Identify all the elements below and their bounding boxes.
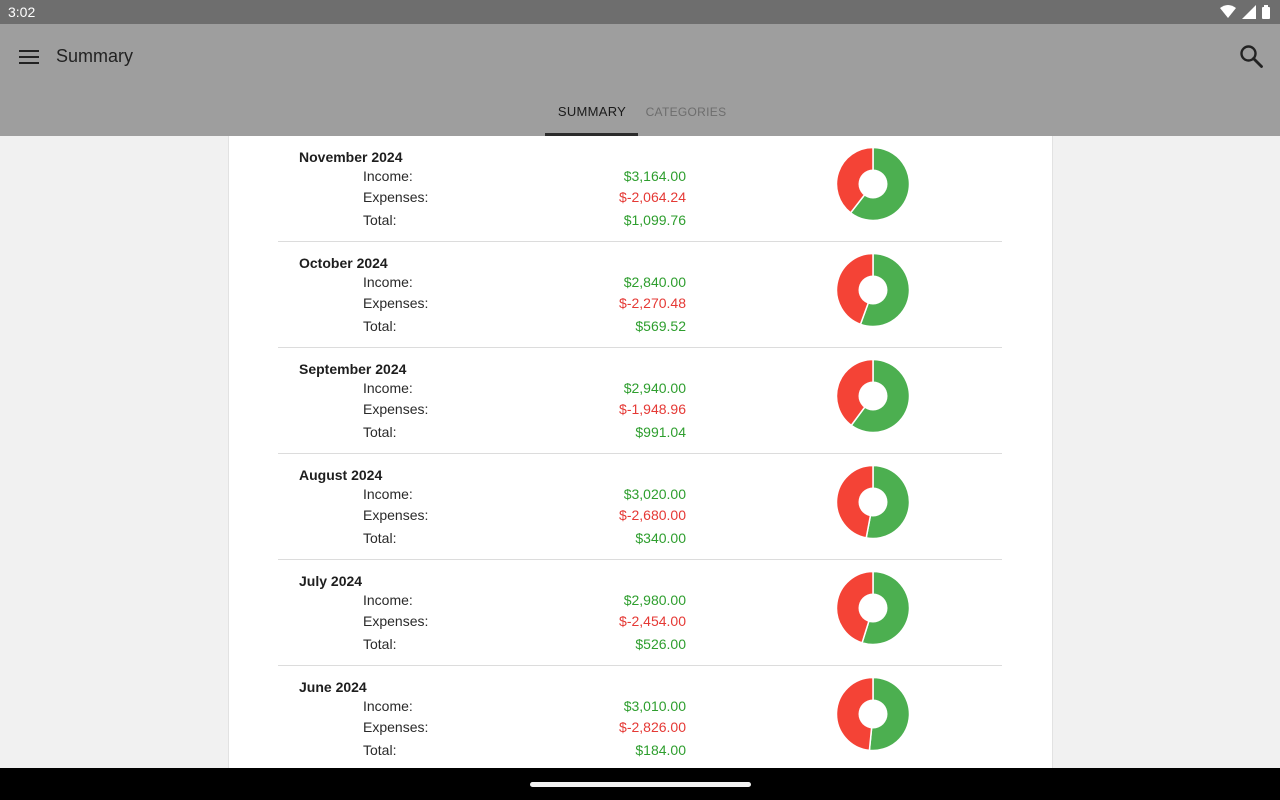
total-value: $569.52 (635, 318, 686, 334)
month-row-october-2024[interactable]: October 2024 Income: $2,840.00 Expenses:… (278, 242, 1002, 348)
home-handle[interactable] (530, 782, 751, 787)
tab-categories[interactable]: CATEGORIES (645, 105, 727, 119)
total-value: $184.00 (635, 742, 686, 758)
expenses-slice (836, 253, 874, 326)
navigation-bar (0, 768, 1280, 800)
status-icons (1220, 5, 1270, 19)
expenses-label: Expenses: (363, 719, 429, 735)
month-title: November 2024 (299, 149, 403, 165)
month-row-june-2024[interactable]: June 2024 Income: $3,010.00 Expenses: $-… (278, 666, 1002, 768)
income-value: $3,020.00 (623, 486, 686, 502)
app-bar: Summary SUMMARY CATEGORIES (0, 24, 1280, 136)
income-expense-donut-chart (836, 359, 910, 433)
expenses-value: $-2,454.00 (619, 613, 686, 629)
total-value: $1,099.76 (623, 212, 686, 228)
expenses-slice (836, 677, 874, 751)
income-label: Income: (363, 274, 413, 290)
expenses-slice (836, 571, 874, 644)
expenses-value: $-2,826.00 (619, 719, 686, 735)
status-bar: 3:02 (0, 0, 1280, 24)
month-title: July 2024 (299, 573, 363, 589)
income-expense-donut-chart (836, 147, 910, 221)
expenses-label: Expenses: (363, 613, 429, 629)
income-label: Income: (363, 168, 413, 184)
month-title: June 2024 (299, 679, 367, 695)
total-value: $526.00 (635, 636, 686, 652)
signal-icon (1242, 5, 1256, 19)
month-title: September 2024 (299, 361, 407, 377)
income-label: Income: (363, 486, 413, 502)
month-row-november-2024[interactable]: November 2024 Income: $3,164.00 Expenses… (278, 136, 1002, 242)
income-label: Income: (363, 592, 413, 608)
income-value: $3,164.00 (623, 168, 686, 184)
total-label: Total: (363, 318, 397, 334)
expenses-slice (836, 359, 874, 427)
donut-hole (858, 593, 888, 623)
expenses-label: Expenses: (363, 189, 429, 205)
total-label: Total: (363, 636, 397, 652)
page-title: Summary (56, 46, 134, 66)
income-value: $2,840.00 (623, 274, 686, 290)
total-value: $991.04 (635, 424, 686, 440)
income-value: $2,940.00 (623, 380, 686, 396)
expenses-slice (836, 465, 874, 539)
income-expense-donut-chart (836, 253, 910, 327)
expenses-value: $-1,948.96 (619, 401, 686, 417)
donut-hole (858, 275, 888, 305)
tab-indicator (545, 133, 638, 136)
income-label: Income: (363, 698, 413, 714)
income-slice (865, 465, 910, 539)
summary-list[interactable]: November 2024 Income: $3,164.00 Expenses… (228, 136, 1053, 768)
income-expense-donut-chart (836, 571, 910, 645)
month-title: August 2024 (299, 467, 383, 483)
income-value: $2,980.00 (623, 592, 686, 608)
expenses-slice (836, 147, 874, 214)
total-label: Total: (363, 212, 397, 228)
tab-summary[interactable]: SUMMARY (557, 104, 627, 119)
status-time: 3:02 (8, 4, 36, 20)
donut-hole (858, 487, 888, 517)
month-title: October 2024 (299, 255, 388, 271)
total-value: $340.00 (635, 530, 686, 546)
total-label: Total: (363, 424, 397, 440)
expenses-label: Expenses: (363, 507, 429, 523)
income-expense-donut-chart (836, 465, 910, 539)
expenses-label: Expenses: (363, 401, 429, 417)
donut-hole (858, 169, 888, 199)
search-button[interactable] (1236, 41, 1266, 71)
menu-icon (19, 50, 39, 64)
income-value: $3,010.00 (623, 698, 686, 714)
month-row-july-2024[interactable]: July 2024 Income: $2,980.00 Expenses: $-… (278, 560, 1002, 666)
donut-hole (858, 381, 888, 411)
expenses-label: Expenses: (363, 295, 429, 311)
income-expense-donut-chart (836, 677, 910, 751)
expenses-value: $-2,064.24 (619, 189, 686, 205)
month-row-september-2024[interactable]: September 2024 Income: $2,940.00 Expense… (278, 348, 1002, 454)
total-label: Total: (363, 530, 397, 546)
income-label: Income: (363, 380, 413, 396)
donut-hole (858, 699, 888, 729)
income-slice (868, 677, 910, 751)
month-row-august-2024[interactable]: August 2024 Income: $3,020.00 Expenses: … (278, 454, 1002, 560)
expenses-value: $-2,270.48 (619, 295, 686, 311)
total-label: Total: (363, 742, 397, 758)
wifi-icon (1220, 5, 1236, 18)
menu-button[interactable] (16, 44, 42, 70)
battery-icon (1262, 5, 1270, 19)
search-icon (1240, 45, 1263, 68)
expenses-value: $-2,680.00 (619, 507, 686, 523)
